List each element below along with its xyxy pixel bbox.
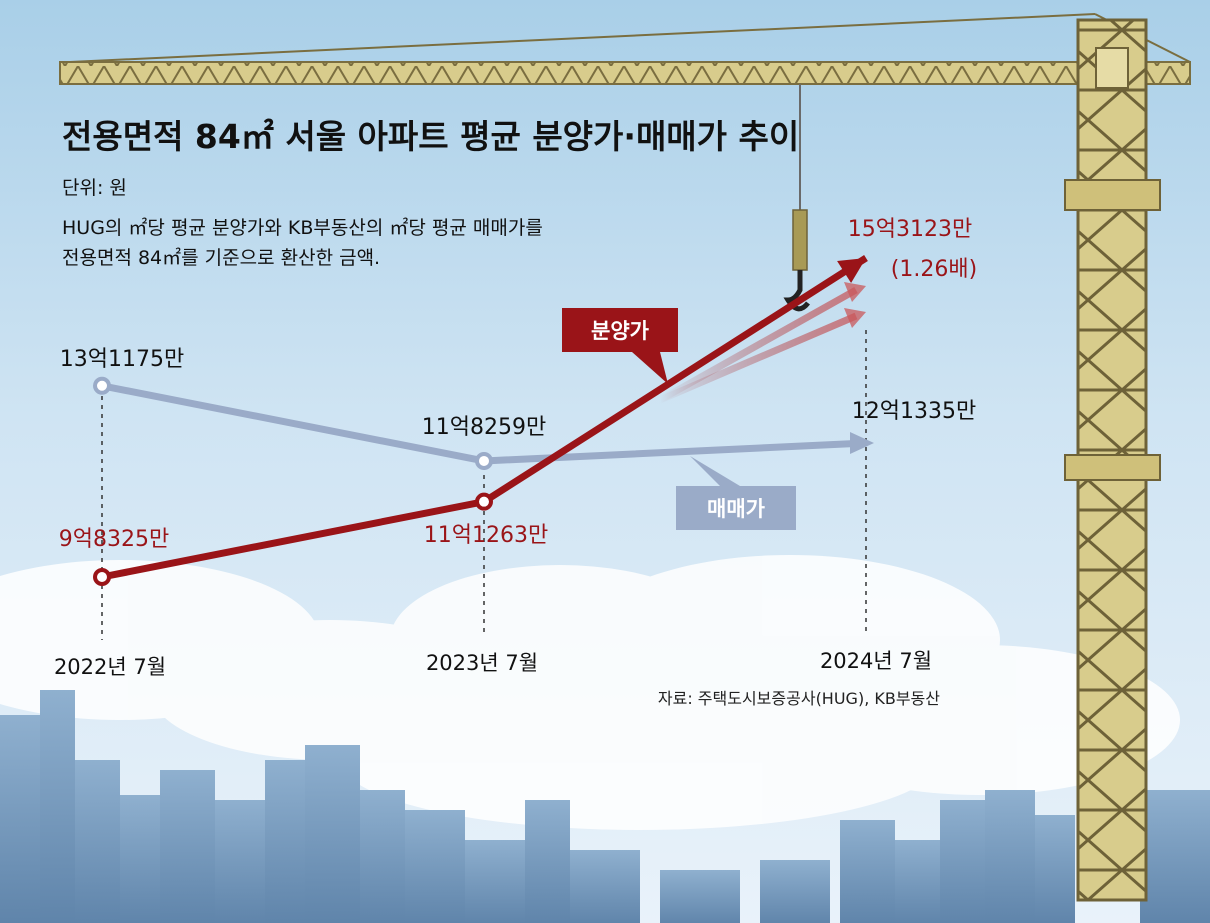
series-arrow-bunyang bbox=[837, 258, 866, 283]
series-arrow-maemae bbox=[850, 432, 874, 455]
x-tick-2024: 2024년 7월 bbox=[820, 649, 932, 673]
point-bunyang-0 bbox=[93, 568, 111, 586]
legend-tag-maemae: 매매가 bbox=[676, 456, 796, 530]
bunyang-label-2022: 9억8325만 bbox=[59, 527, 169, 552]
ghost-arrow-head-1 bbox=[844, 308, 866, 328]
note-line-2: 전용면적 84㎡를 기준으로 환산한 금액. bbox=[62, 246, 380, 269]
unit-label: 단위: 원 bbox=[62, 177, 127, 199]
x-tick-2023: 2023년 7월 bbox=[426, 651, 538, 675]
ghost-arrow-line-0 bbox=[658, 286, 858, 404]
point-maemae-1 bbox=[475, 451, 493, 470]
chart-title: 전용면적 84㎡ 서울 아파트 평균 분양가·매매가 추이 bbox=[62, 117, 799, 156]
legend-tag-bunyang-label: 분양가 bbox=[591, 319, 650, 343]
crane bbox=[59, 13, 1191, 902]
point-bunyang-1 bbox=[475, 492, 493, 511]
ghost-arrow-head-0 bbox=[844, 282, 866, 302]
city-skyline bbox=[0, 690, 1210, 923]
legend-tag-bunyang: 분양가 bbox=[562, 308, 678, 384]
bunyang-label-2023: 11억1263만 bbox=[424, 523, 548, 548]
x-tick-2022: 2022년 7월 bbox=[54, 655, 166, 679]
maemae-label-2022: 13억1175만 bbox=[60, 347, 184, 372]
maemae-label-2023: 11억8259만 bbox=[422, 415, 546, 440]
legend-tag-maemae-label: 매매가 bbox=[707, 497, 766, 521]
bunyang-ratio-annotation: (1.26배) bbox=[891, 257, 977, 282]
bunyang-label-2024: 15억3123만 bbox=[848, 217, 972, 242]
source-note: 자료: 주택도시보증공사(HUG), KB부동산 bbox=[658, 689, 940, 708]
series-points bbox=[93, 376, 493, 586]
point-maemae-0 bbox=[93, 376, 111, 395]
maemae-label-2024: 12억1335만 bbox=[852, 399, 976, 424]
ghost-arrow-line-1 bbox=[658, 312, 858, 404]
note-line-1: HUG의 ㎡당 평균 분양가와 KB부동산의 ㎡당 평균 매매가를 bbox=[62, 216, 543, 239]
